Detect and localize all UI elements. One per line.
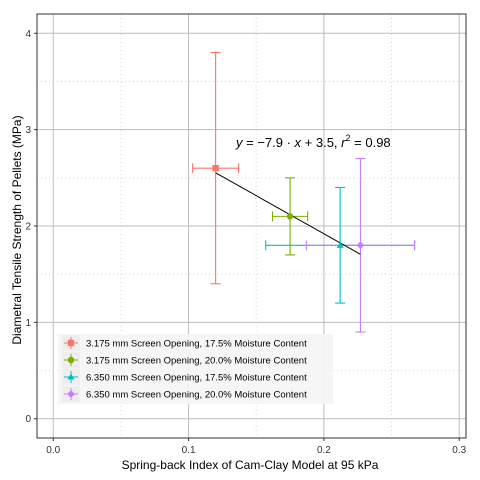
legend-entry-label: 3.175 mm Screen Opening, 20.0% Moisture … [86, 356, 307, 367]
annot-x: x [294, 135, 302, 150]
annot-r: r [341, 135, 346, 150]
annot-eq: = −7.9 · [243, 135, 295, 150]
data-points [212, 164, 365, 250]
x-tick-label: 0.3 [452, 445, 466, 456]
error-bars [192, 51, 416, 333]
data-point-triangle [336, 241, 344, 248]
legend-key-square [67, 339, 75, 347]
y-tick-label: 0 [25, 414, 31, 425]
legend-entry-label: 3.175 mm Screen Opening, 17.5% Moisture … [86, 339, 307, 350]
x-axis-title: Spring-back Index of Cam-Clay Model at 9… [122, 458, 379, 472]
annot-sup: 2 [346, 133, 351, 143]
x-tick-label: 0.0 [46, 445, 60, 456]
legend-key-triangle [67, 373, 75, 380]
legend: 3.175 mm Screen Opening, 17.5% Moisture … [58, 334, 333, 404]
regression-line [215, 172, 361, 255]
data-point-square [212, 164, 219, 172]
legend-key-circle [67, 356, 75, 364]
legend-key-diamond [67, 390, 75, 398]
y-axis-title: Diametral Tensile Strength of Pellets (M… [10, 115, 24, 344]
y-tick-label: 4 [25, 29, 31, 40]
x-axis-ticks: 0.0 0.1 0.2 0.3 [46, 438, 467, 456]
y-axis-ticks: 0 1 2 3 4 [25, 29, 37, 425]
regression-line-group [215, 172, 361, 255]
regression-annotation: y = −7.9 · x + 3.5, r2 = 0.98 [235, 133, 391, 150]
y-tick-label: 3 [25, 125, 31, 136]
annot-plus: + 3.5, [301, 135, 341, 150]
data-point-diamond [356, 241, 365, 250]
legend-entry-label: 6.350 mm Screen Opening, 20.0% Moisture … [86, 390, 307, 401]
x-tick-label: 0.1 [182, 445, 196, 456]
x-tick-label: 0.2 [317, 445, 331, 456]
legend-entry-label: 6.350 mm Screen Opening, 17.5% Moisture … [86, 373, 307, 384]
data-point-circle [286, 213, 294, 220]
legend-background [58, 334, 333, 404]
annot-y: y [235, 135, 244, 150]
annot-r2: = 0.98 [351, 135, 391, 150]
y-tick-label: 1 [25, 318, 31, 329]
y-tick-label: 2 [25, 222, 31, 233]
